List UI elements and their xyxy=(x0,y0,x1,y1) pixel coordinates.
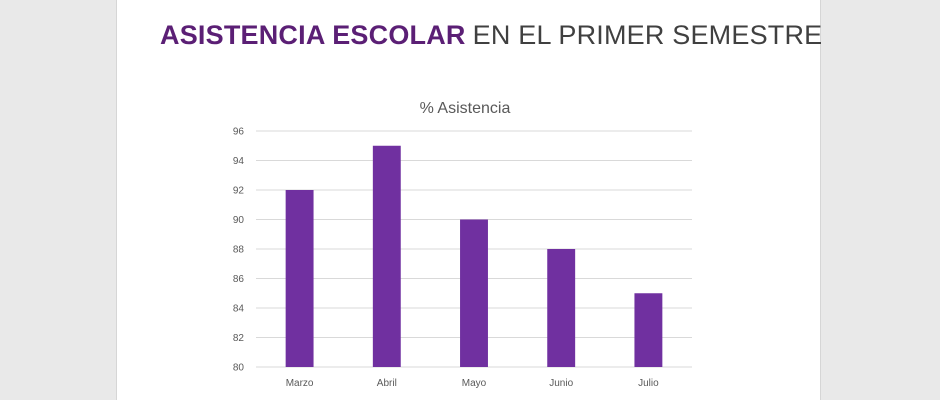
y-tick-label: 86 xyxy=(233,274,245,285)
bar-marzo xyxy=(285,190,314,367)
y-tick-label: 84 xyxy=(233,304,245,315)
x-tick-label: Junio xyxy=(549,378,573,389)
x-tick-label: Marzo xyxy=(286,378,314,389)
chart-title: % Asistencia xyxy=(420,100,511,117)
bar-mayo xyxy=(460,219,488,367)
y-tick-label: 88 xyxy=(233,245,245,256)
page-title-bold: ASISTENCIA ESCOLAR xyxy=(160,20,466,50)
x-tick-label: Mayo xyxy=(462,378,487,389)
bar-abril xyxy=(372,145,401,367)
bars xyxy=(285,145,663,367)
x-tick-label: Abril xyxy=(377,378,397,389)
y-axis-ticks: 80 82 84 86 88 90 92 94 96 xyxy=(233,127,245,374)
y-tick-label: 94 xyxy=(233,156,245,167)
y-tick-label: 90 xyxy=(233,215,245,226)
y-tick-label: 92 xyxy=(233,186,245,197)
bar-julio xyxy=(634,293,663,367)
y-tick-label: 80 xyxy=(233,363,245,374)
x-tick-label: Julio xyxy=(638,378,659,389)
y-tick-label: 96 xyxy=(233,127,245,138)
x-axis-ticks: Marzo Abril Mayo Junio Julio xyxy=(286,378,659,389)
y-tick-label: 82 xyxy=(233,333,245,344)
page-title: ASISTENCIA ESCOLAR EN EL PRIMER SEMESTRE xyxy=(160,18,822,52)
bar-junio xyxy=(547,249,576,367)
page-title-rest: EN EL PRIMER SEMESTRE xyxy=(472,20,823,50)
